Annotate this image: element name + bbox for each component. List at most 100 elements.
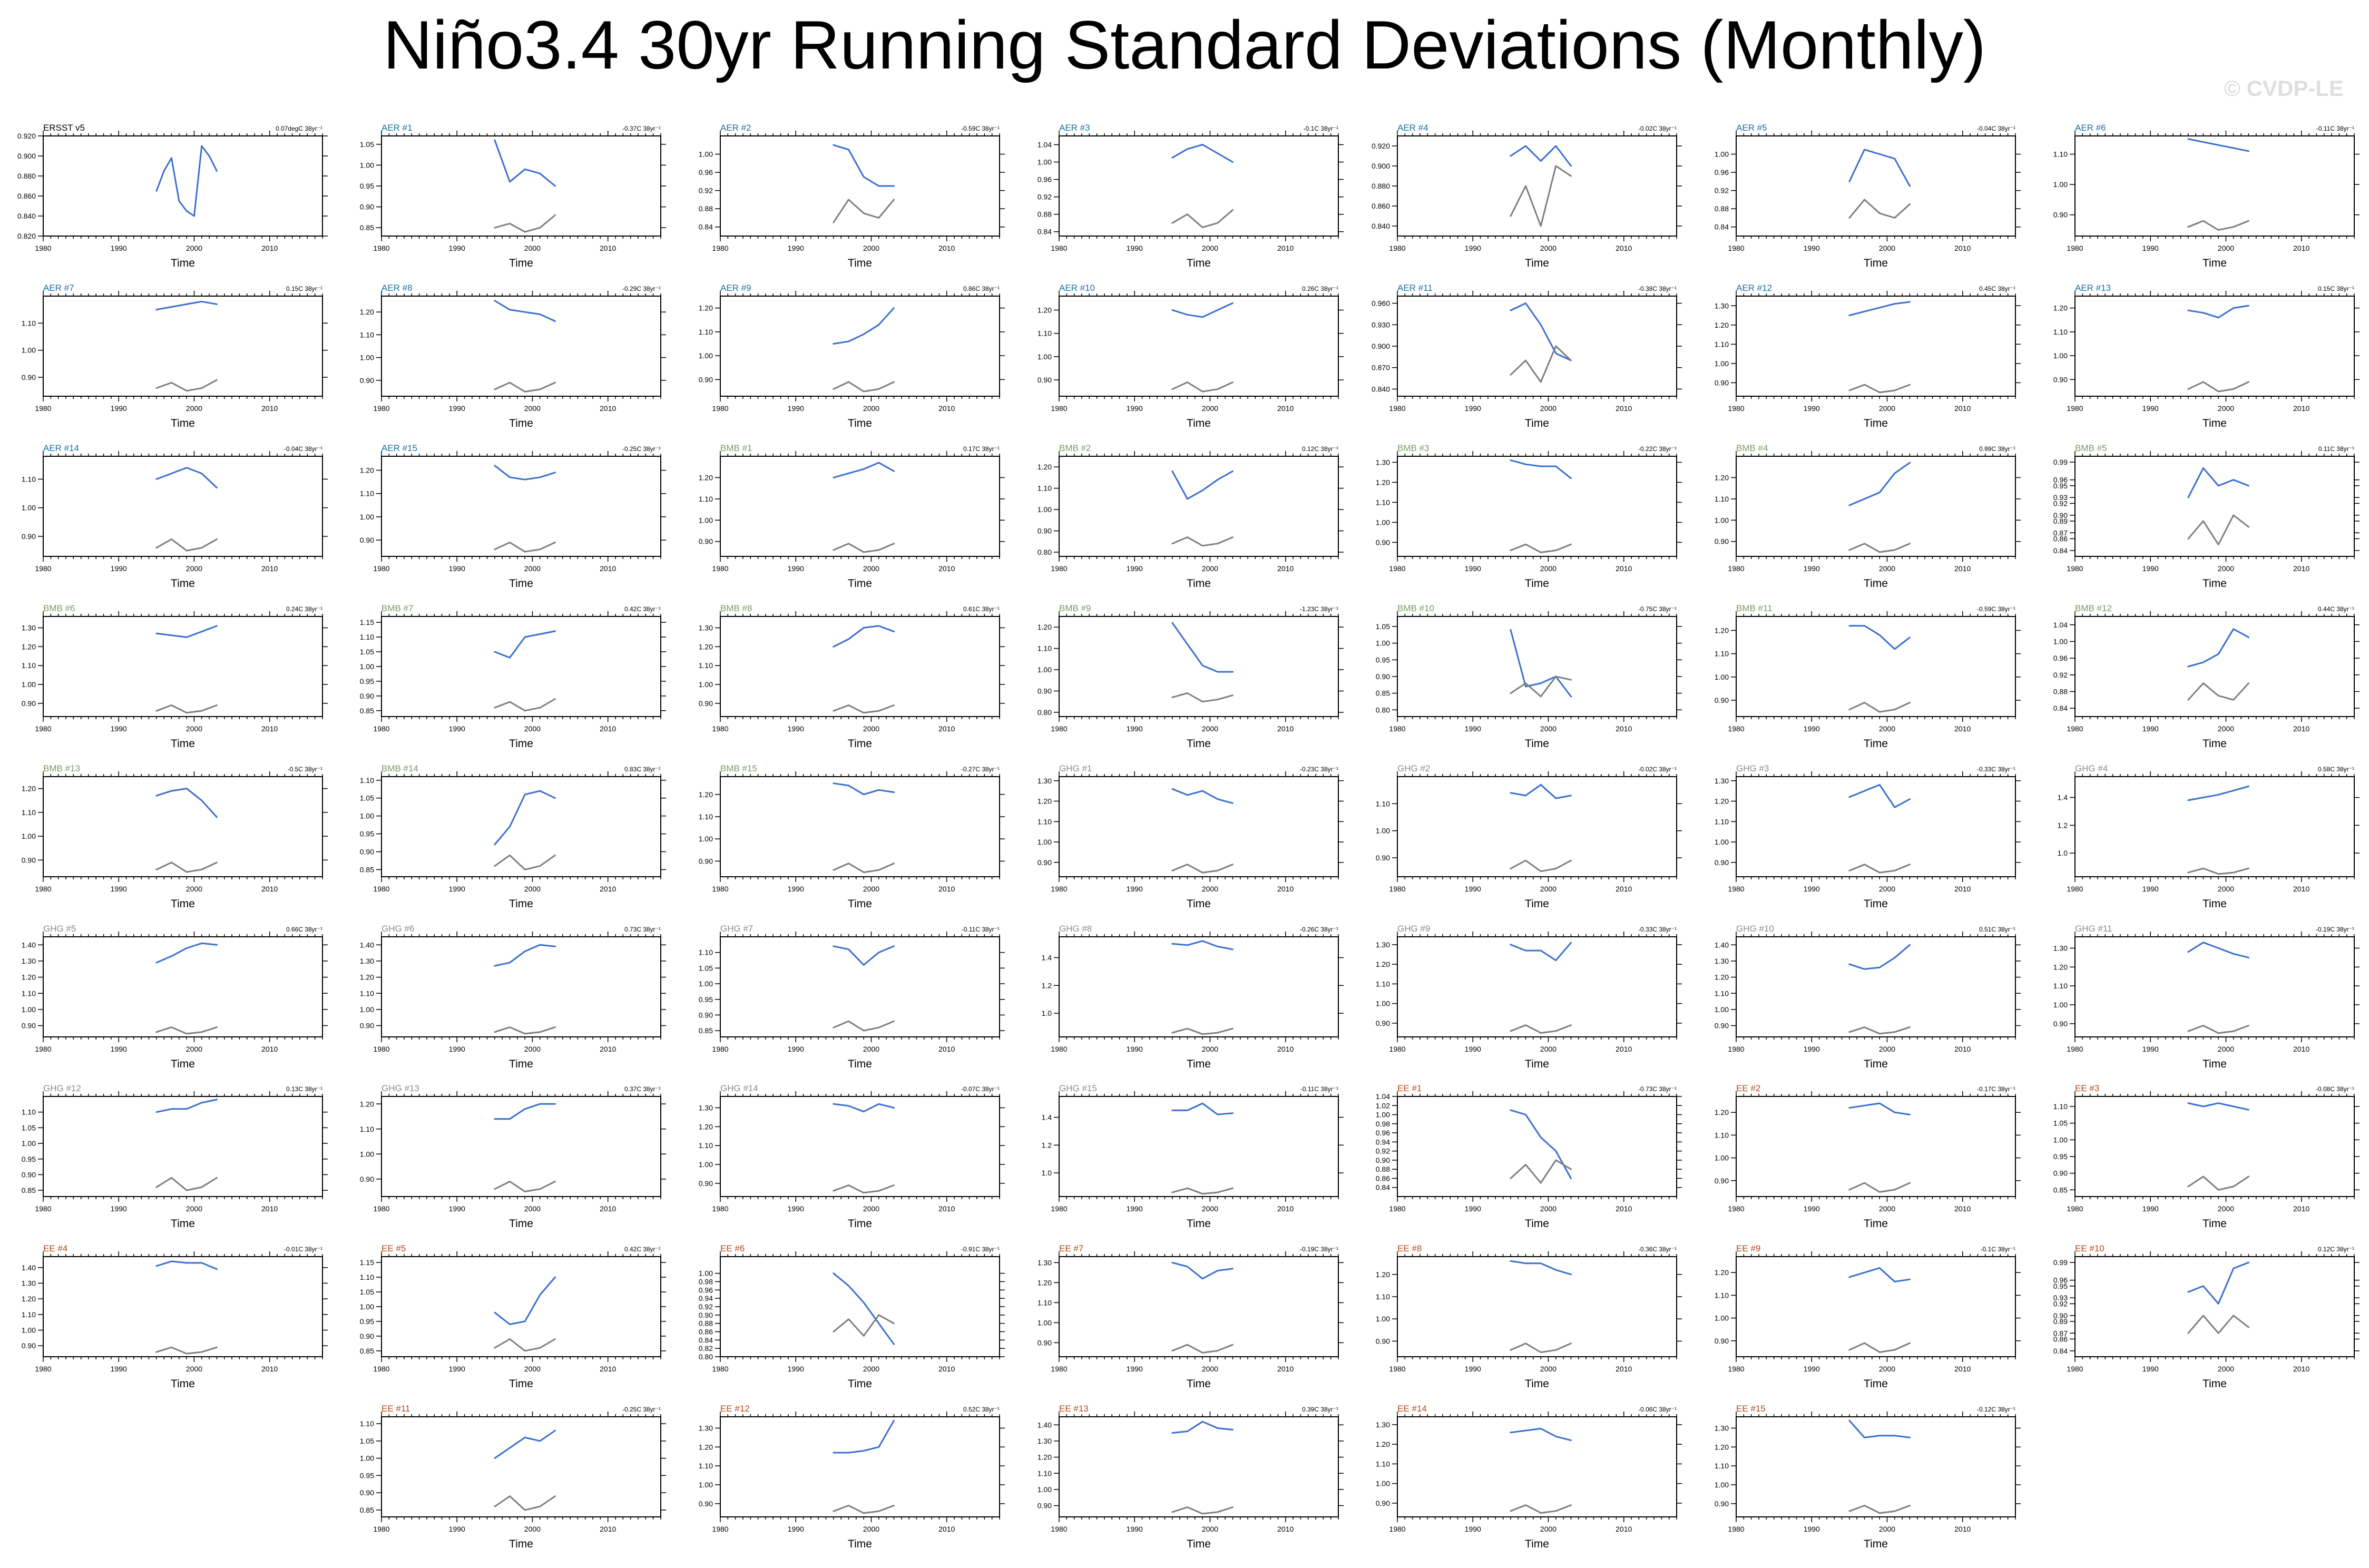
plot-frame bbox=[1059, 456, 1339, 557]
y-tick-label: 0.88 bbox=[2053, 688, 2068, 696]
x-tick-label: 2010 bbox=[938, 1045, 955, 1053]
y-tick-label: 0.90 bbox=[2053, 1020, 2068, 1028]
y-tick-label: 1.00 bbox=[1376, 999, 1390, 1008]
series-line-observed bbox=[833, 543, 895, 553]
series-line-model bbox=[1171, 622, 1234, 673]
y-tick-label: 1.00 bbox=[1715, 1154, 1729, 1162]
series-line-observed bbox=[2187, 682, 2249, 701]
y-tick-label: 1.30 bbox=[699, 1104, 713, 1112]
x-tick-label: 1990 bbox=[449, 1204, 465, 1213]
panel-bmb-8: BMB #8 0.61C 38yr⁻¹ 1980 1990 2000 2010 Time 0.… bbox=[699, 603, 1005, 750]
x-tick-label: 2010 bbox=[261, 1204, 278, 1213]
x-axis-label: Time bbox=[2202, 577, 2227, 590]
series-line-model bbox=[1510, 629, 1572, 698]
x-axis-label: Time bbox=[509, 1058, 533, 1070]
panel-title: AER #8 bbox=[381, 283, 413, 293]
y-tick-label: 0.94 bbox=[1376, 1138, 1390, 1146]
panel-title: BMB #14 bbox=[381, 763, 418, 773]
x-axis-label: Time bbox=[2202, 257, 2227, 269]
panel-title: EE #2 bbox=[1736, 1083, 1760, 1093]
x-tick-label: 1980 bbox=[373, 1204, 389, 1213]
plot-frame bbox=[1736, 776, 2016, 877]
trend-label: 0.42C 38yr⁻¹ bbox=[624, 605, 661, 613]
y-tick-label: 1.04 bbox=[1037, 141, 1052, 149]
y-tick-label: 0.90 bbox=[360, 376, 374, 385]
y-tick-label: 0.92 bbox=[1715, 187, 1729, 195]
y-tick-label: 0.95 bbox=[360, 677, 374, 685]
x-tick-label: 1990 bbox=[449, 404, 465, 413]
trend-label: -0.33C 38yr⁻¹ bbox=[1977, 766, 2015, 773]
trend-label: -0.19C 38yr⁻¹ bbox=[2316, 926, 2354, 933]
series-line-model bbox=[1848, 462, 1911, 506]
x-tick-label: 1990 bbox=[1804, 1204, 1820, 1213]
panel-bmb-6: BMB #6 0.24C 38yr⁻¹ 1980 1990 2000 2010 Time 0.… bbox=[22, 603, 328, 750]
panel-ghg-12: GHG #12 0.13C 38yr⁻¹ 1980 1990 2000 2010 Time 0… bbox=[22, 1083, 328, 1230]
series-line-model bbox=[833, 945, 895, 966]
series-line-model bbox=[1171, 1102, 1234, 1115]
x-tick-label: 1980 bbox=[373, 404, 389, 413]
y-tick-label: 0.900 bbox=[1372, 162, 1390, 170]
x-tick-label: 2010 bbox=[2293, 885, 2309, 893]
y-tick-label: 1.20 bbox=[360, 973, 374, 982]
panel-ersst-v5: ERSST v5 0.07degC 38yr⁻¹ 1980 1990 2000 2010 T… bbox=[17, 123, 328, 269]
x-tick-label: 1980 bbox=[373, 1045, 389, 1053]
panel-aer-5: AER #5 -0.04C 38yr⁻¹ 1980 1990 2000 2010 Time 0… bbox=[1715, 123, 2021, 269]
y-tick-label: 1.30 bbox=[699, 624, 713, 632]
x-tick-label: 2010 bbox=[1277, 724, 1294, 733]
plot-frame bbox=[2074, 456, 2355, 557]
x-tick-label: 1980 bbox=[373, 885, 389, 893]
trend-label: 0.83C 38yr⁻¹ bbox=[624, 766, 661, 773]
x-axis-label: Time bbox=[509, 577, 533, 590]
y-tick-label: 0.85 bbox=[360, 865, 374, 874]
y-tick-label: 1.20 bbox=[1037, 623, 1052, 631]
series-line-model bbox=[494, 630, 556, 659]
x-tick-label: 2010 bbox=[1277, 1045, 1294, 1053]
panel-title: AER #12 bbox=[1736, 283, 1772, 293]
y-tick-label: 1.05 bbox=[699, 964, 713, 972]
y-tick-label: 0.840 bbox=[1372, 385, 1390, 393]
x-tick-label: 1980 bbox=[1389, 1204, 1405, 1213]
series-line-observed bbox=[1510, 859, 1572, 873]
series-line-observed bbox=[1171, 381, 1234, 393]
series-line-observed bbox=[1848, 864, 1911, 874]
y-tick-label: 0.80 bbox=[1376, 705, 1390, 714]
series-line-observed bbox=[1510, 543, 1572, 553]
y-tick-label: 1.4 bbox=[2058, 793, 2068, 802]
y-tick-label: 0.80 bbox=[1037, 548, 1052, 556]
y-tick-label: 0.90 bbox=[1715, 858, 1729, 867]
trend-label: 0.26C 38yr⁻¹ bbox=[1302, 285, 1338, 292]
x-tick-label: 2000 bbox=[1202, 404, 1218, 413]
series-line-observed bbox=[833, 1020, 895, 1032]
y-tick-label: 1.40 bbox=[360, 940, 374, 949]
y-tick-label: 0.95 bbox=[360, 830, 374, 838]
panel-title: AER #11 bbox=[1397, 283, 1433, 293]
series-line-observed bbox=[1848, 702, 1911, 713]
trend-label: -0.26C 38yr⁻¹ bbox=[1300, 926, 1338, 933]
y-tick-label: 1.20 bbox=[699, 642, 713, 651]
series-line-model bbox=[1171, 144, 1234, 163]
plot-frame bbox=[381, 936, 661, 1037]
x-tick-label: 1990 bbox=[2142, 404, 2159, 413]
y-tick-label: 0.90 bbox=[2053, 375, 2068, 384]
panel-aer-10: AER #10 0.26C 38yr⁻¹ 1980 1990 2000 2010 Time 0… bbox=[1037, 283, 1344, 429]
plot-frame bbox=[381, 456, 661, 557]
y-tick-label: 1.20 bbox=[699, 473, 713, 482]
x-tick-label: 2000 bbox=[863, 244, 879, 252]
x-tick-label: 2000 bbox=[863, 404, 879, 413]
x-axis-label: Time bbox=[171, 1218, 195, 1230]
series-line-model bbox=[2187, 467, 2249, 498]
panel-bmb-2: BMB #2 0.12C 38yr⁻¹ 1980 1990 2000 2010 Time 0.… bbox=[1037, 443, 1344, 590]
x-tick-label: 2000 bbox=[1202, 564, 1218, 573]
y-tick-label: 1.30 bbox=[22, 624, 36, 632]
y-tick-label: 1.0 bbox=[2058, 849, 2068, 857]
y-tick-label: 1.4 bbox=[1042, 954, 1052, 962]
plot-frame bbox=[1059, 776, 1339, 877]
panel-title: EE #3 bbox=[2075, 1083, 2099, 1093]
y-tick-label: 0.86 bbox=[1376, 1174, 1390, 1182]
panel-title: GHG #2 bbox=[1397, 763, 1430, 773]
y-tick-label: 0.930 bbox=[1372, 320, 1390, 329]
x-tick-label: 1990 bbox=[111, 244, 127, 252]
x-axis-label: Time bbox=[848, 1218, 872, 1230]
x-axis-label: Time bbox=[1187, 1058, 1211, 1070]
x-tick-label: 1980 bbox=[35, 1045, 51, 1053]
